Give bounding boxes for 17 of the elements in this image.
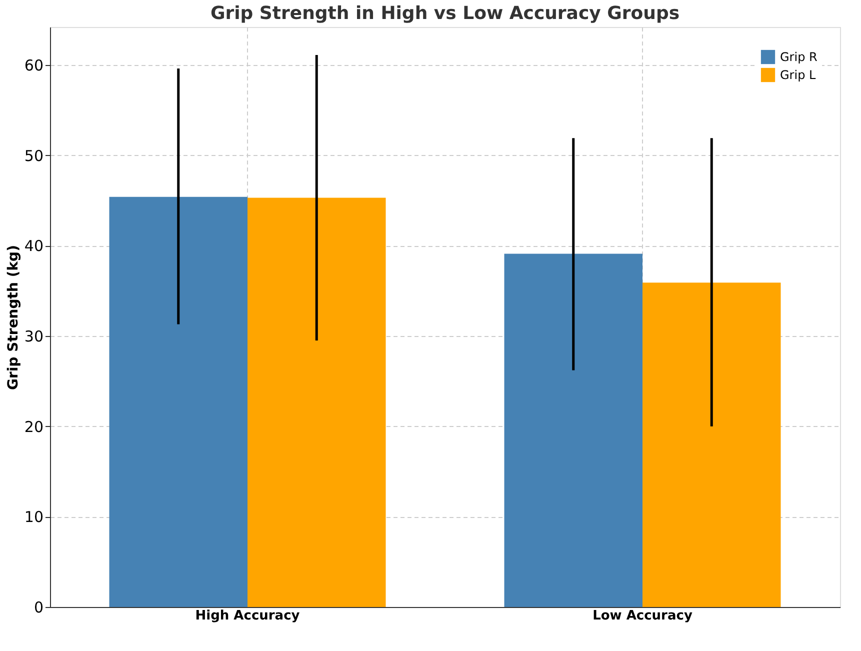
legend-label: Grip L	[780, 68, 816, 82]
y-tick-label: 60	[24, 56, 44, 74]
chart-title: Grip Strength in High vs Low Accuracy Groups	[210, 3, 680, 24]
y-tick-label: 30	[24, 327, 44, 346]
y-tick-label: 50	[24, 146, 44, 165]
x-tick-label: High Accuracy	[195, 608, 300, 624]
y-tick-label: 40	[24, 237, 44, 256]
y-tick-label: 0	[34, 598, 44, 616]
bar	[642, 282, 781, 607]
bar	[504, 254, 642, 607]
legend-label: Grip R	[780, 50, 818, 64]
bar	[248, 198, 386, 607]
y-tick-label: 20	[24, 418, 44, 436]
y-axis-title: Grip Strength (kg)	[5, 245, 22, 390]
x-tick-label: Low Accuracy	[592, 608, 693, 624]
bar	[109, 196, 248, 607]
y-tick-label: 10	[24, 508, 44, 526]
